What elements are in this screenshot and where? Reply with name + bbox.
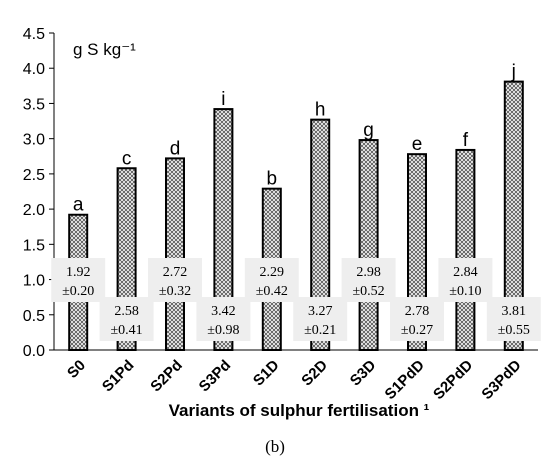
annotations: a 1.92 ±0.20 c 2.58 ±0.41 d 2.72 ±0.32 i 3.42 ±0.98… (51, 62, 541, 341)
error-label: ±0.98 (207, 323, 239, 338)
error-label: ±0.41 (111, 323, 143, 338)
x-tick-label: S0 (64, 357, 89, 382)
y-tick-label: 3.5 (23, 96, 45, 113)
y-tick-label: 2.5 (23, 167, 45, 184)
x-tick-label: S2Pd (147, 357, 186, 396)
y-tick-label: 0.5 (23, 308, 45, 325)
error-label: ±0.21 (304, 323, 336, 338)
bar-S2Pd (165, 157, 185, 351)
value-label-box (486, 297, 541, 341)
significance-letter: d (170, 138, 181, 159)
value-label-box (148, 258, 202, 302)
y-tick-label: 4.5 (23, 26, 45, 43)
value-label-box (196, 297, 251, 341)
y-axis: 0.0 0.5 1.0 1.5 2.0 2.5 3.0 3.5 4.0 4.5 (23, 26, 55, 360)
value-label: 1.92 (66, 265, 91, 280)
x-tick-label: S2D (298, 357, 331, 390)
y-tick-label: 3.0 (23, 132, 45, 149)
significance-letter: f (463, 130, 469, 151)
significance-letter: c (122, 148, 132, 169)
x-tick-label: S3PdD (478, 357, 524, 403)
value-label-box (438, 258, 493, 302)
value-label: 3.27 (308, 304, 333, 319)
significance-letter: g (363, 120, 374, 141)
bar-S2PdD (455, 148, 476, 351)
x-axis-title: Variants of sulphur fertilisation ¹ (169, 401, 430, 420)
value-label: 2.84 (453, 265, 478, 280)
value-label: 2.29 (260, 265, 285, 280)
bar-S3D (358, 139, 379, 351)
value-label: 2.78 (405, 304, 430, 319)
x-tick-label: S3Pd (196, 357, 235, 396)
y-tick-label: 1.0 (23, 273, 45, 290)
error-label: ±0.27 (401, 323, 433, 338)
error-label: ±0.52 (353, 284, 385, 299)
value-label: 2.72 (163, 265, 188, 280)
figure-caption: (b) (265, 437, 285, 456)
error-label: ±0.10 (449, 284, 481, 299)
value-label-box (293, 297, 348, 341)
x-tick-label: S2PdD (430, 357, 476, 403)
y-tick-label: 2.0 (23, 202, 45, 219)
error-label: ±0.42 (256, 284, 288, 299)
error-label: ±0.20 (62, 284, 94, 299)
value-label-box (390, 297, 444, 341)
y-tick-label: 4.0 (23, 61, 45, 78)
x-tick-label: S1PdD (382, 357, 428, 403)
significance-letter: h (315, 100, 326, 121)
x-tick-label: S1D (250, 357, 283, 390)
unit-label: g S kg⁻¹ (73, 40, 136, 59)
y-tick-label: 1.5 (23, 237, 45, 254)
y-tick-label: 0.0 (23, 343, 45, 360)
value-label: 3.81 (502, 304, 527, 319)
value-label-box (51, 258, 106, 302)
value-label: 2.98 (356, 265, 381, 280)
significance-letter: b (267, 169, 278, 190)
value-label-box (99, 297, 154, 341)
value-label: 2.58 (114, 304, 139, 319)
error-label: ±0.32 (159, 284, 191, 299)
significance-letter: j (511, 62, 516, 83)
x-tick-label: S1Pd (99, 357, 138, 396)
significance-letter: e (412, 134, 423, 155)
x-axis: S0 S1Pd S2Pd S3Pd S1D S2D S3D S1PdD S2PdD S3PdD (54, 349, 538, 403)
significance-letter: i (221, 89, 225, 110)
significance-letter: a (73, 195, 84, 216)
value-label-box (244, 258, 299, 302)
x-tick-label: S3D (347, 357, 380, 390)
value-label: 3.42 (211, 304, 236, 319)
value-label-box (341, 258, 396, 302)
error-label: ±0.55 (498, 323, 530, 338)
